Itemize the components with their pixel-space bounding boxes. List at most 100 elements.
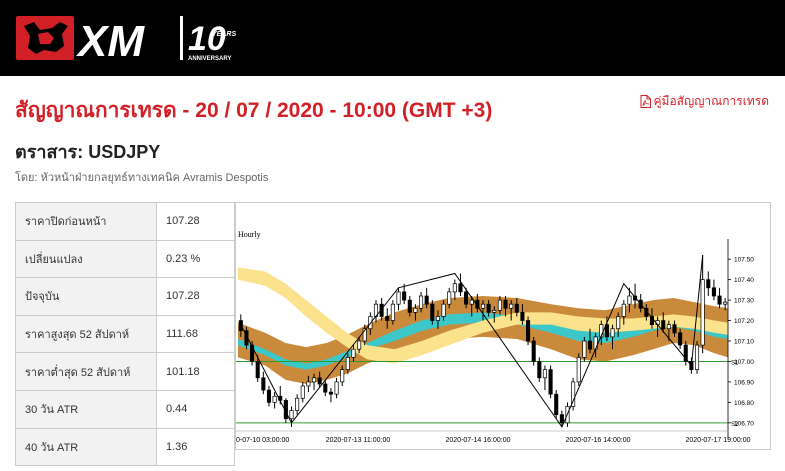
stats-row: 40 วัน ATR 1.36	[15, 427, 235, 467]
candle	[542, 365, 547, 391]
candle	[419, 291, 424, 313]
candle-body	[678, 332, 683, 346]
candle	[492, 306, 497, 323]
y-tick-label: 107.40	[734, 277, 754, 284]
stats-label: ปัจจุบัน	[15, 277, 157, 316]
candle-body	[385, 316, 390, 321]
candle	[334, 377, 339, 399]
signals-guide-link[interactable]: คู่มือสัญญาณการเทรด	[640, 92, 770, 111]
y-tick-label: 106.80	[734, 400, 754, 407]
candle-body	[661, 320, 666, 330]
candle-body	[711, 287, 716, 297]
candle-body	[616, 316, 621, 330]
stats-value: 1.36	[156, 427, 235, 467]
candle	[559, 410, 564, 427]
anniversary-years: YEARS	[212, 31, 236, 38]
x-tick-label: 2020-07-14 16:00:00	[446, 437, 511, 444]
candle	[520, 304, 525, 325]
candle-body	[700, 279, 705, 346]
guide-link-label: คู่มือสัญญาณการเทรด	[653, 94, 770, 108]
candle	[526, 316, 531, 346]
candle-body	[362, 328, 367, 342]
candle	[407, 296, 412, 317]
candle-body	[447, 291, 452, 305]
candle-body	[357, 340, 362, 350]
candle	[261, 371, 266, 395]
y-tick-label: 107.50	[734, 257, 754, 264]
candle	[621, 300, 626, 325]
candle	[554, 390, 559, 419]
candle	[441, 300, 446, 321]
candle-body	[621, 303, 626, 317]
candle-body	[458, 283, 463, 293]
stats-row: ปัจจุบัน 107.28	[15, 277, 235, 316]
candle	[306, 375, 311, 393]
stats-row: ราคาปิดก่อนหน้า 107.28	[15, 202, 235, 241]
stats-value: 107.28	[156, 202, 235, 241]
author-line: โดย: หัวหน้าฝ่ายกลยุทธ์ทางเทคนิค Avramis…	[15, 172, 269, 184]
anniversary-label: ANNIVERSARY	[188, 56, 231, 62]
timeframe-label: Hourly	[238, 230, 261, 239]
candle	[469, 296, 474, 317]
chart-axes: Hourly 107.50 107.40 107.30 107.20 107.10 107…	[236, 230, 754, 444]
zigzag-polyline	[240, 255, 704, 428]
candle-body	[464, 291, 469, 305]
support-lines: S1 S2	[236, 360, 739, 428]
candle	[250, 341, 255, 366]
candle-body	[266, 389, 272, 403]
candle	[328, 388, 333, 403]
candle	[464, 287, 469, 309]
candle-body	[300, 385, 305, 399]
xm-anniversary-logo[interactable]: XM 10 YEARS ANNIVERSARY	[14, 12, 244, 64]
candle	[295, 394, 300, 415]
candle-body	[582, 340, 587, 358]
candle-body	[520, 312, 525, 321]
candle	[610, 324, 615, 350]
price-chart: S1 S2 Hourly 107.50 107.40 107.30 107.20 107.…	[235, 202, 771, 450]
candle	[700, 255, 705, 354]
y-tick-label: 106.90	[734, 379, 754, 386]
candle-body	[604, 324, 609, 338]
candle-body	[289, 410, 294, 420]
candle-body	[587, 340, 593, 350]
candle	[272, 392, 277, 409]
candle	[672, 320, 677, 337]
candle-body	[509, 303, 514, 309]
candle	[345, 353, 350, 374]
stats-label: ราคาต่ำสุด 52 สัปดาห์	[15, 352, 157, 391]
candle	[311, 373, 317, 391]
candle-body	[311, 377, 317, 383]
candle-body	[706, 279, 711, 289]
candle-body	[503, 299, 508, 309]
candle	[486, 300, 491, 317]
candle	[430, 300, 435, 325]
stats-value: 0.44	[156, 389, 235, 429]
support-label: S2	[731, 422, 739, 428]
candle-body	[317, 377, 322, 385]
stats-value: 101.18	[156, 352, 235, 391]
band-orange	[238, 296, 728, 384]
site-header: XM 10 YEARS ANNIVERSARY	[0, 0, 785, 76]
candle	[458, 273, 463, 296]
moving-average-bands	[238, 267, 728, 384]
candle	[661, 312, 666, 333]
candle-body	[250, 344, 255, 362]
y-tick-label: 106.70	[734, 420, 754, 427]
candle-body	[576, 357, 581, 383]
candle-body	[531, 340, 536, 362]
candle-body	[295, 397, 300, 411]
candle	[323, 379, 328, 397]
candle-body	[255, 361, 260, 379]
candle	[497, 296, 502, 315]
candle-body	[340, 369, 345, 383]
candle	[531, 336, 536, 366]
candle-body	[272, 395, 277, 403]
candle-body	[469, 299, 474, 305]
candle	[266, 386, 272, 407]
stats-row: ราคาสูงสุด 52 สัปดาห์ 111.68	[15, 314, 235, 354]
candle-body	[328, 391, 333, 395]
candle-body	[492, 309, 497, 313]
stats-label: 30 วัน ATR	[15, 389, 157, 429]
candle-body	[717, 295, 722, 305]
candle-body	[537, 361, 542, 379]
